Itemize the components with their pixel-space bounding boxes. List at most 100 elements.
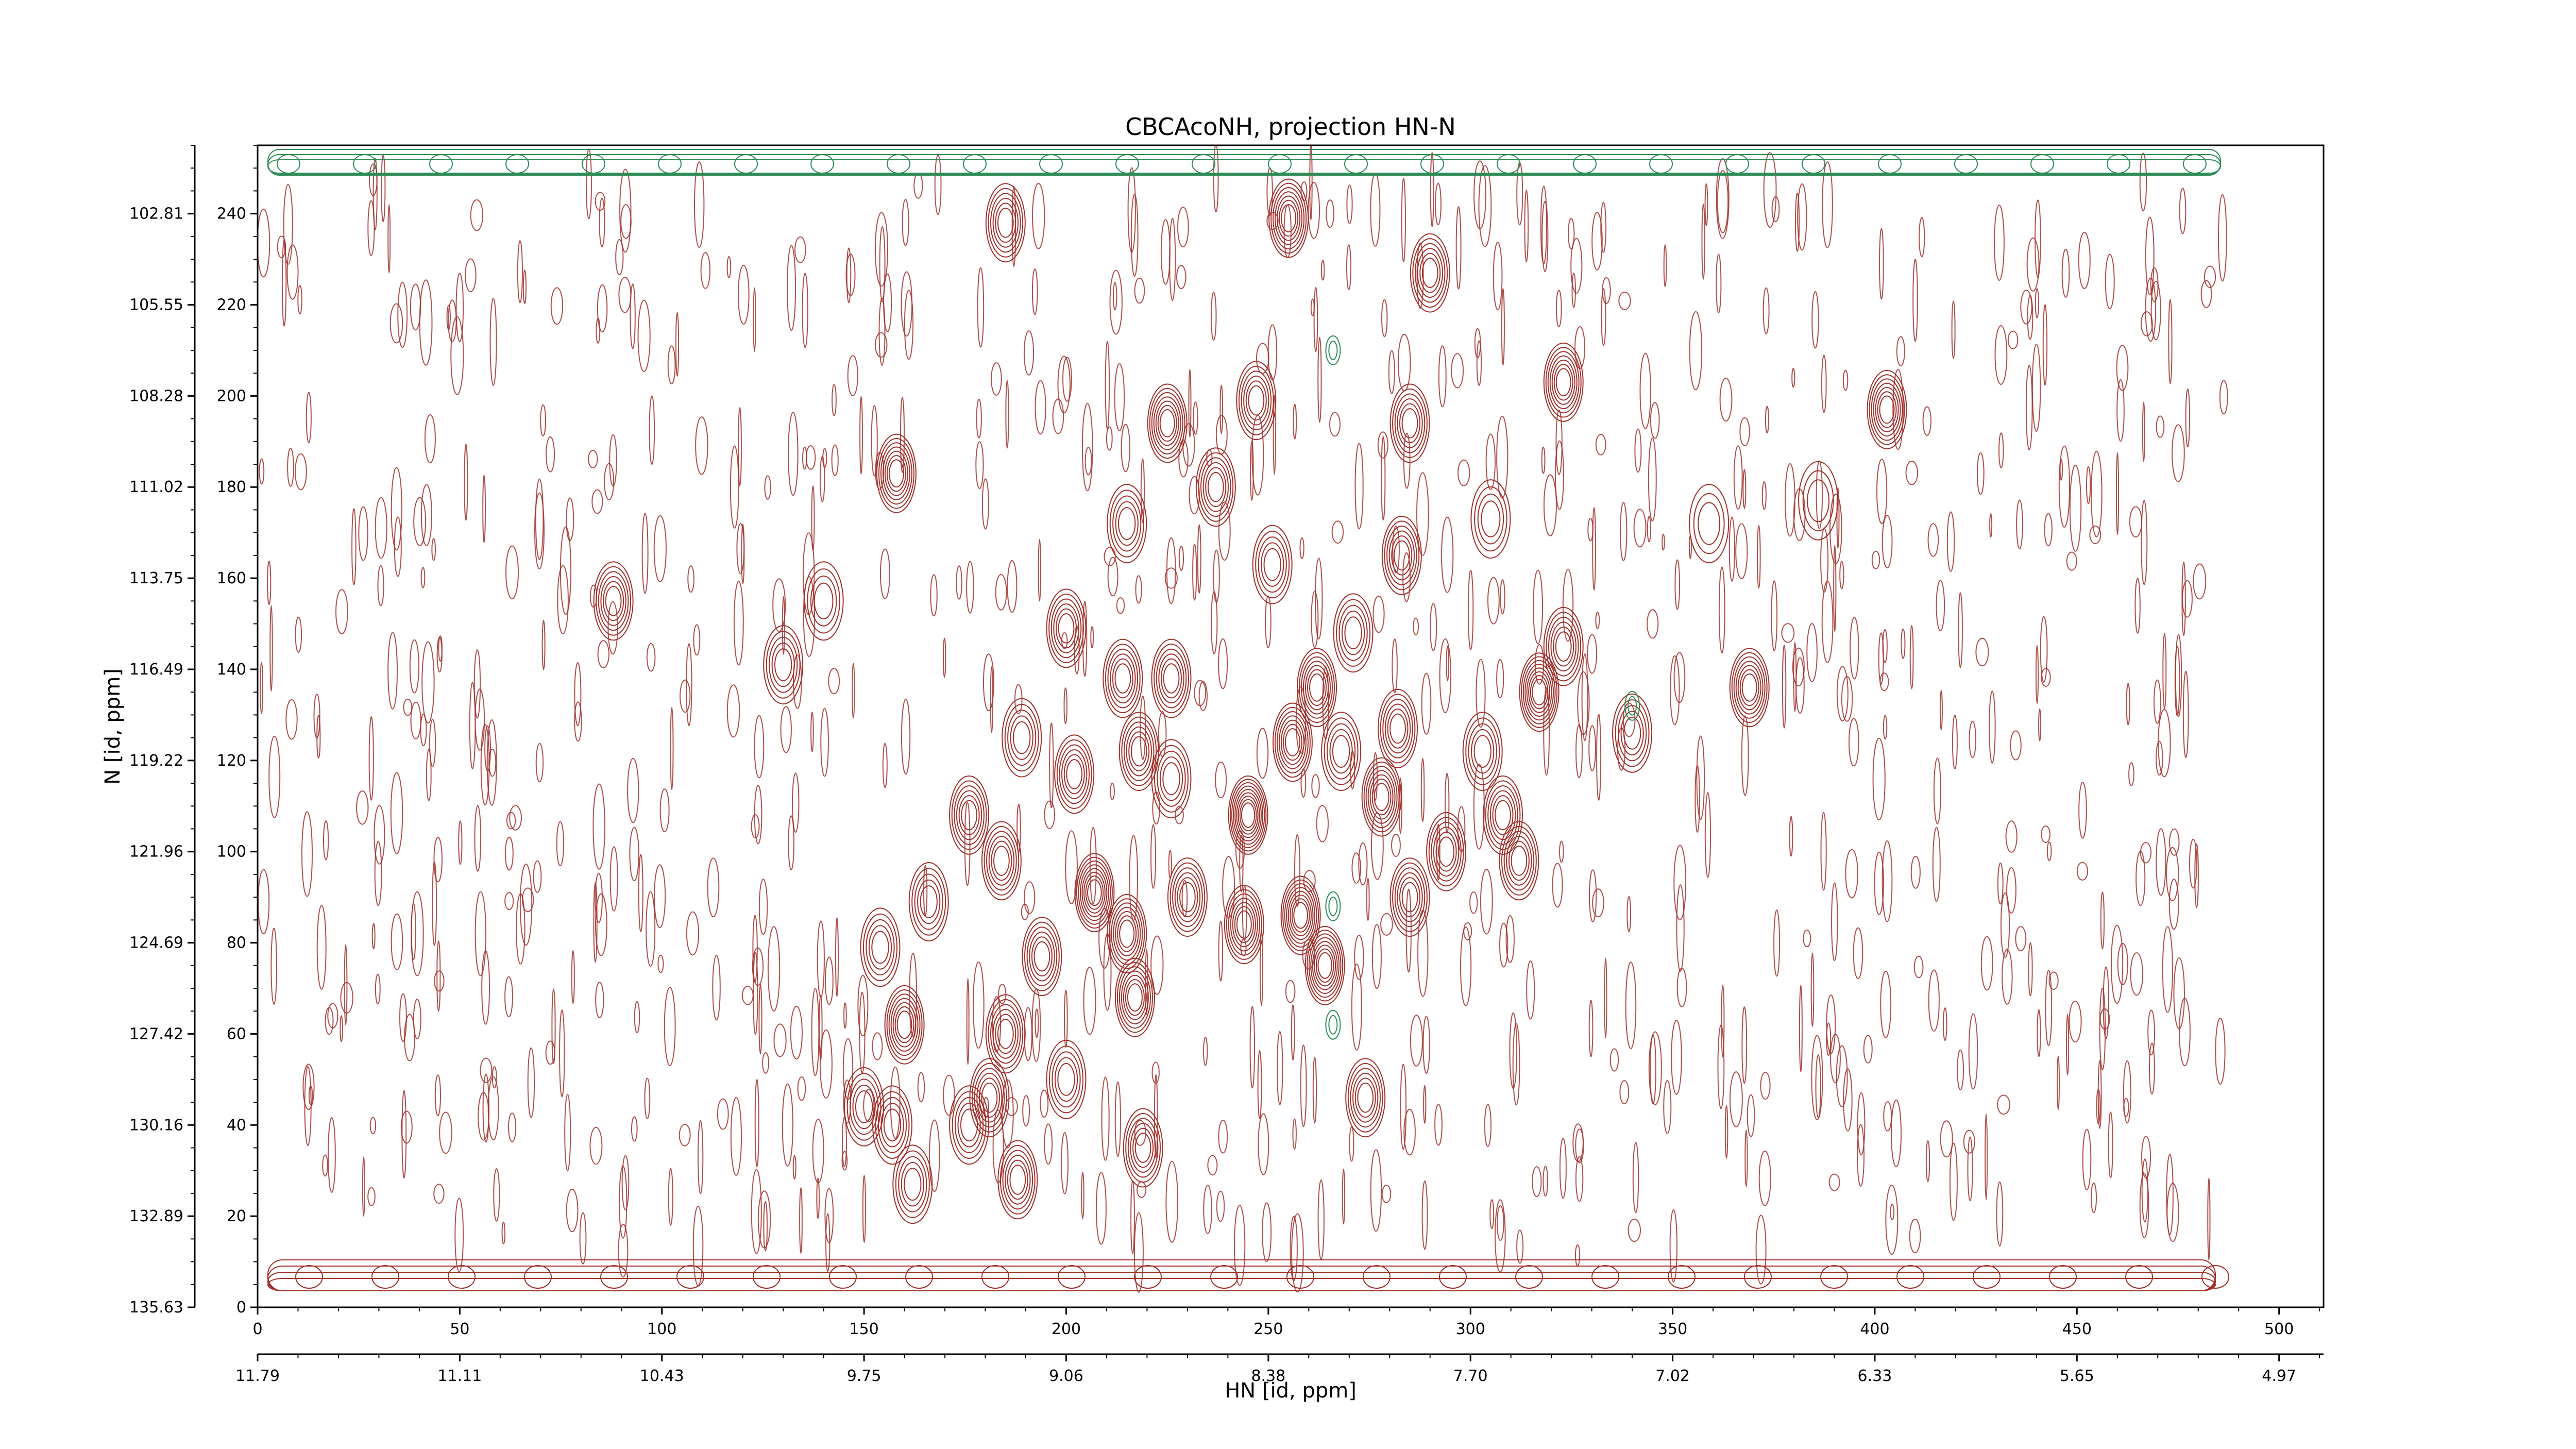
noise-contour [1939,690,1943,730]
peak-contour-level [1304,925,1345,1005]
noise-contour [1673,845,1687,921]
noise-contour [1592,507,1596,591]
peak-contour-level [1112,658,1133,699]
peak-contour-level [1230,898,1258,952]
peak-contour-level [1284,883,1317,948]
noise-contour [1455,206,1462,290]
noise-contour [2020,290,2032,325]
noise-contour [1435,182,1442,226]
top-band-lobe [353,154,377,174]
noise-contour [909,952,917,1037]
noise-contour [2126,683,2130,726]
noise-contour [1933,757,1941,824]
noise-contour [973,961,985,1049]
peak-contour-level [1029,931,1055,982]
peak-contour-level [1374,783,1389,811]
noise-contour [269,605,273,692]
noise-contour [1694,765,1700,833]
peak-contour-level [1009,1165,1026,1195]
noise-contour [992,996,1002,1053]
peak-contour-level [990,193,1021,253]
noise-contour [1997,1094,2010,1115]
peak-contour-level [1273,187,1305,249]
peak [1462,712,1503,791]
peak-contour-level [1526,667,1552,717]
peak-contour-level [1054,1057,1078,1102]
negative-contour-level [1624,690,1640,721]
noise-contour [846,247,852,304]
noise-contour [631,1116,638,1142]
noise-contour [1285,980,1296,1003]
peak-contour-level [1428,817,1464,887]
top-band-lobe [1192,154,1215,174]
noise-contour [2179,188,2187,234]
peak [1729,648,1770,728]
noise-contour [1826,1022,1832,1056]
noise-contour [1023,330,1035,376]
negative-peak [1325,335,1341,365]
peak-contour-level [1107,648,1139,709]
peak-contour-level [1050,598,1082,659]
peak [1114,957,1155,1037]
noise-contour [1925,1140,1930,1182]
peak-contour-level [1394,393,1426,453]
noise-contour [751,1169,762,1254]
noise-contour [1320,260,1325,281]
peak-contour-level [1105,644,1141,714]
noise-contour [1771,580,1778,651]
peak-contour-level [1121,716,1157,786]
noise-contour [1500,579,1505,615]
noise-contour [493,1168,500,1222]
noise-contour [421,641,435,724]
peak-contour-level [1155,400,1179,446]
noise-contour [1663,244,1667,288]
noise-contour [1392,525,1400,574]
noise-contour [1101,1076,1110,1161]
noise-contour [621,1155,630,1211]
noise-contour [1821,355,1827,413]
peak-contour-level [1412,238,1448,308]
noise-contour [2218,194,2227,282]
noise-contour [637,299,651,373]
noise-contour [757,1190,771,1249]
peak-contour-level [981,1082,998,1113]
bottom-band-lobe [1668,1265,1696,1289]
noise-contour [843,1002,847,1029]
peak-contour-level [1200,457,1231,517]
noise-contour [1134,1120,1146,1146]
noise-contour [2181,561,2186,636]
noise-contour [420,567,426,588]
peak [1046,1039,1087,1119]
noise-contour [629,827,639,882]
peak-contour-level [1159,409,1175,437]
noise-contour [387,204,391,274]
peak [1151,638,1192,718]
noise-contour [1181,880,1188,917]
peak-contour-level [1126,726,1152,777]
peak-contour-level [1116,962,1153,1033]
noise-contour [1602,277,1611,304]
peak [1268,178,1309,258]
noise-contour [2200,280,2212,308]
noise-contour [260,662,264,714]
noise-contour [1526,960,1535,1020]
noise-contour [1806,623,1818,682]
noise-contour [1634,428,1642,473]
bottom-band-lobe [1973,1265,2001,1289]
peak-contour-level [1410,233,1450,313]
noise-contour [1198,681,1208,711]
peak-contour-level [1076,856,1113,929]
noise-contour [1057,356,1071,414]
noise-contour [1351,964,1362,1051]
noise-contour [283,183,293,265]
peak-contour-level [888,993,921,1056]
noise-contour [1639,352,1651,429]
bottom-band-lobe [2201,1265,2229,1289]
noise-contour [448,299,457,342]
noise-contour [1626,896,1632,932]
noise-contour [323,820,329,861]
noise-contour [1005,380,1009,449]
noise-contour [2149,1042,2155,1095]
noise-contour [1193,401,1198,435]
peak-contour-level [1873,382,1901,437]
